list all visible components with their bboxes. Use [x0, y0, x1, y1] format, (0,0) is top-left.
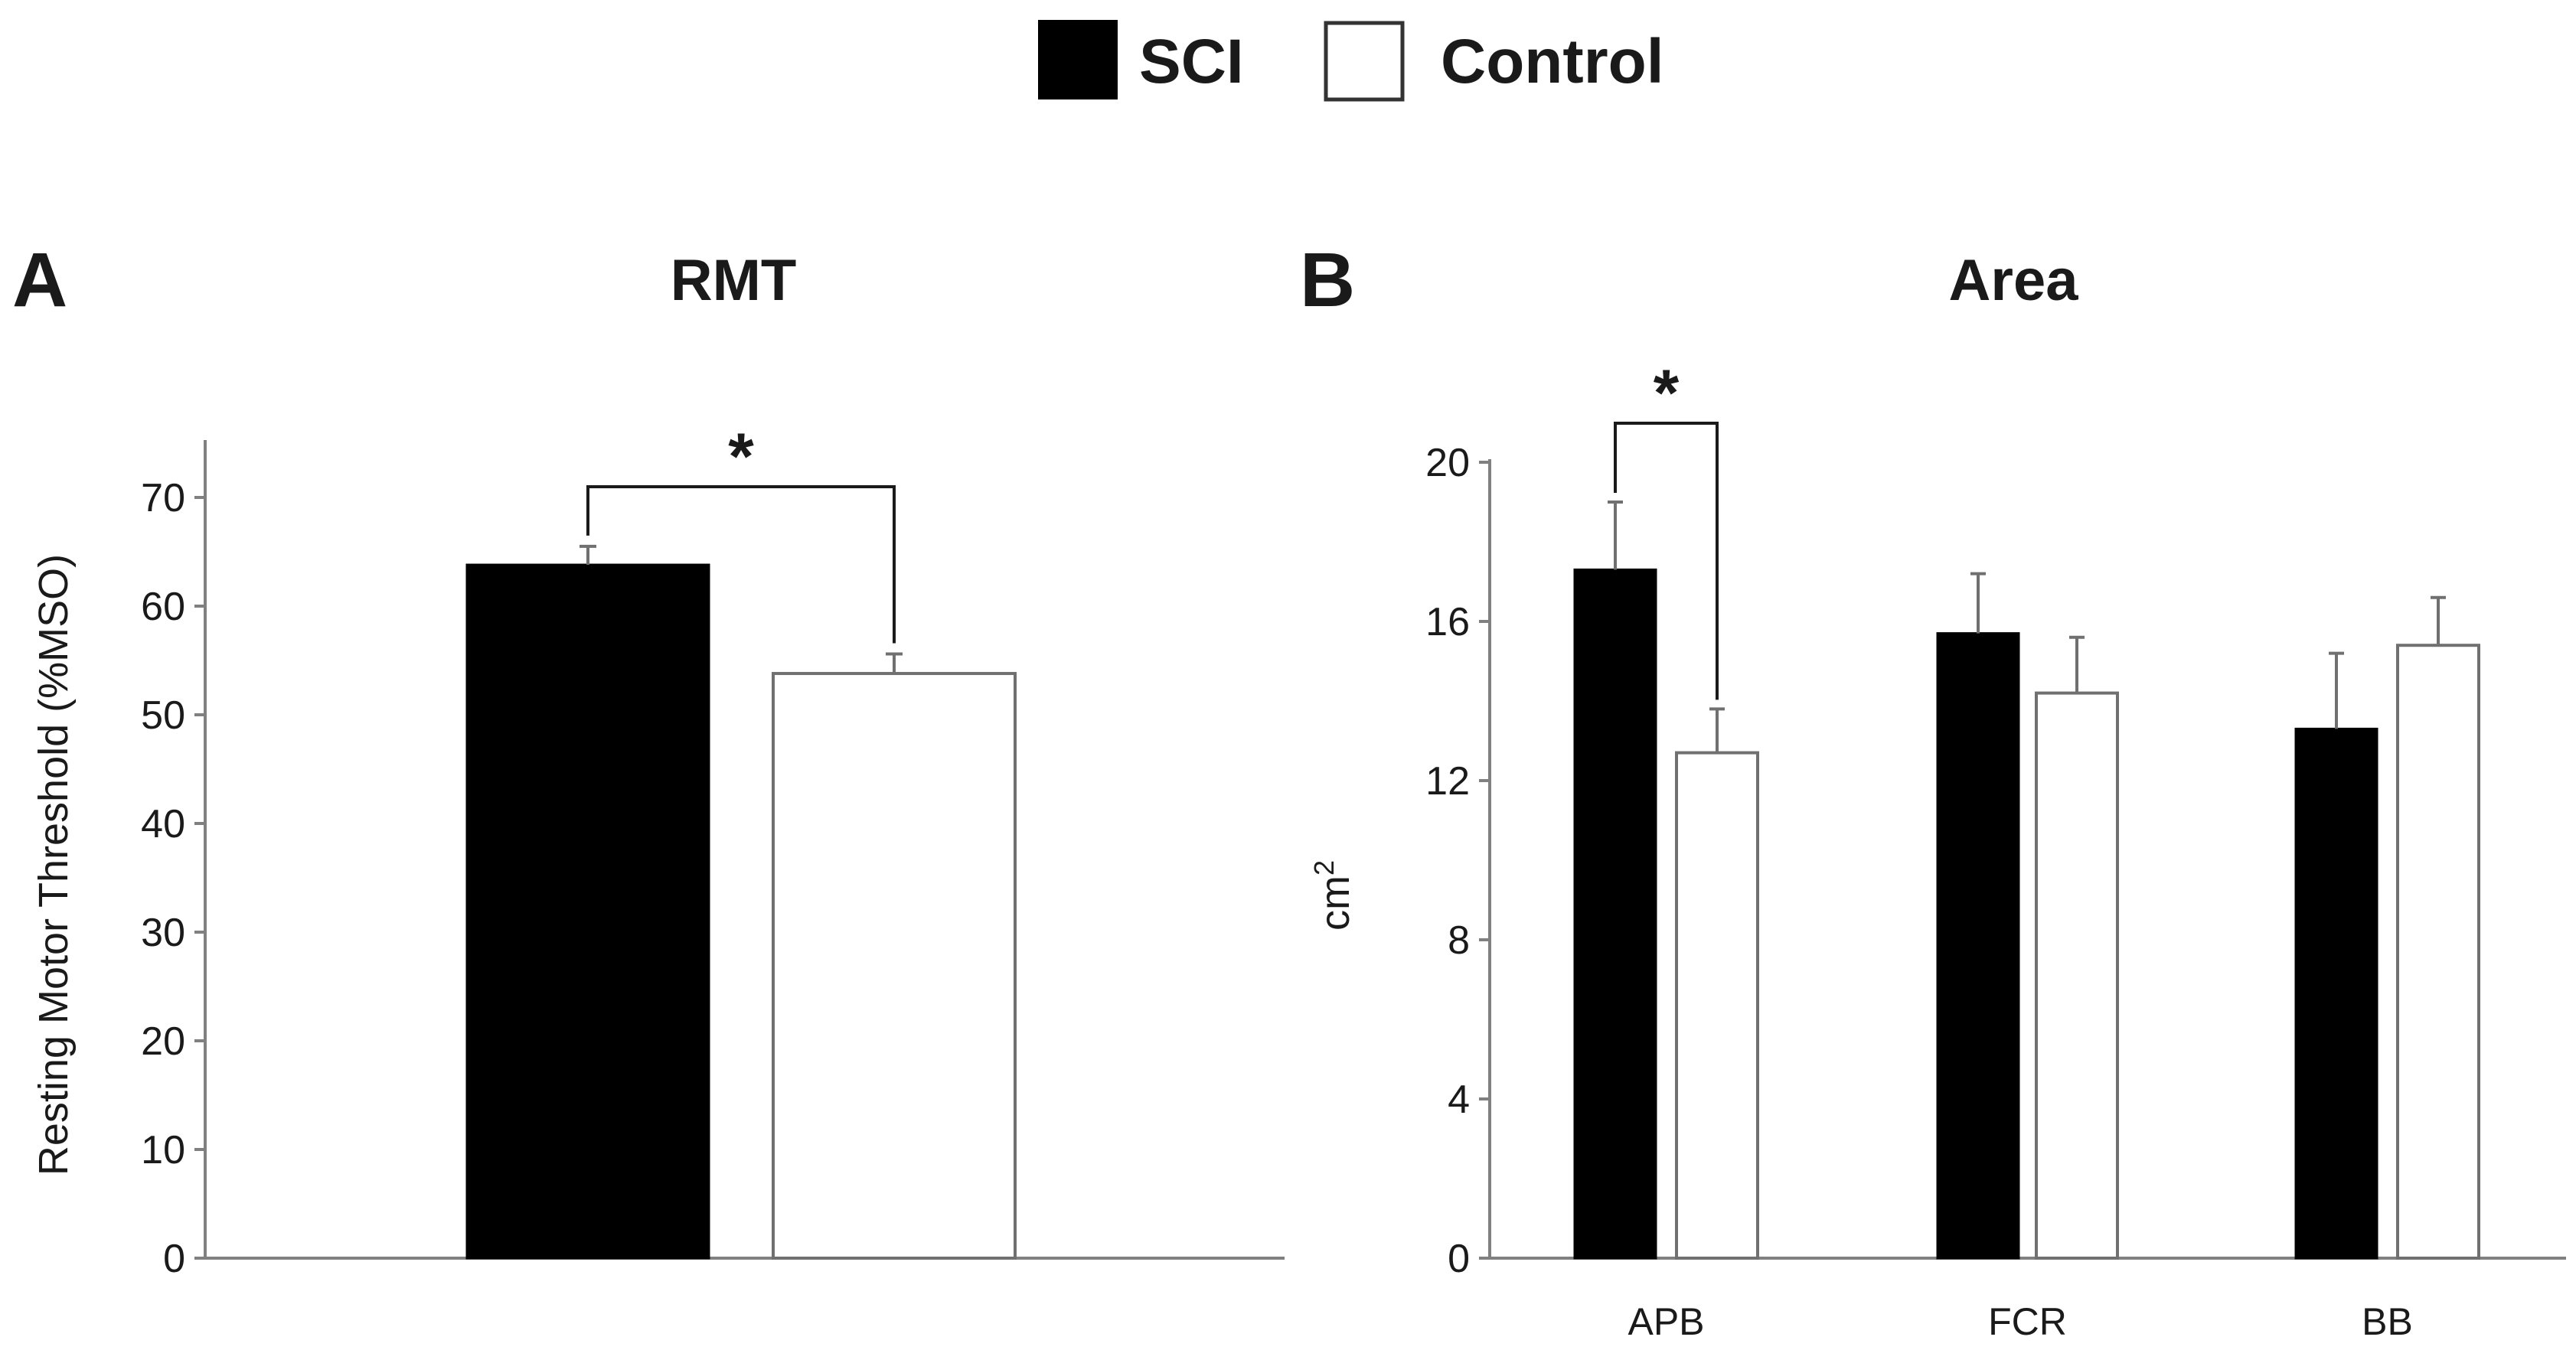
panel-a-plot: 0 10 20 30 40 50 60 70 * — [141, 420, 1285, 1281]
panel-b-y-axis-title-base: cm — [1312, 876, 1358, 931]
panel-a-y-tick-label: 60 — [141, 585, 185, 629]
panel-b-bar-sci-fcr — [1936, 632, 2020, 1260]
panel-b-letter: B — [1300, 237, 1355, 323]
panel-a: A RMT Resting Motor Threshold (%MSO) 0 10… — [12, 237, 1285, 1281]
panel-a-significance-star: * — [728, 420, 754, 494]
panel-b-x-tick-label: APB — [1628, 1300, 1704, 1343]
legend-label-control: Control — [1441, 27, 1663, 96]
legend-swatch-control — [1324, 21, 1405, 102]
panel-b-y-tick-label: 16 — [1425, 600, 1470, 644]
panel-a-y-tick-label: 40 — [141, 802, 185, 846]
panel-a-y-tick-label: 50 — [141, 693, 185, 738]
panel-b-significance-bracket — [1614, 422, 1719, 700]
panel-a-bar-sci — [465, 563, 710, 1260]
panel-b-x-tick-label: FCR — [1988, 1300, 2067, 1343]
panel-a-significance-bracket — [586, 485, 896, 644]
panel-b-y-axis-title: cm2 — [1308, 860, 1359, 931]
legend-label-sci: SCI — [1139, 27, 1244, 96]
panel-b-y-tick-label: 8 — [1448, 918, 1470, 963]
panel-a-title: RMT — [671, 248, 797, 313]
panel-b-x-tick-label: BB — [2362, 1300, 2413, 1343]
panel-a-y-tick-label: 30 — [141, 911, 185, 955]
panel-a-y-tick-label: 20 — [141, 1019, 185, 1064]
panel-b-bar-sci-bb — [2294, 727, 2378, 1260]
panel-b: B Area cm2 0 4 8 12 16 20 APB FCR BB * — [1300, 237, 2566, 1343]
panel-b-plot: 0 4 8 12 16 20 APB FCR BB * — [1425, 357, 2566, 1343]
panel-b-y-tick-label: 12 — [1425, 759, 1470, 804]
panel-a-y-tick-label: 70 — [141, 476, 185, 520]
panel-b-bar-sci-apb — [1573, 568, 1657, 1260]
panel-b-y-tick-label: 4 — [1448, 1078, 1470, 1122]
legend: SCI Control — [1038, 20, 1663, 102]
panel-a-y-axis-title: Resting Motor Threshold (%MSO) — [31, 554, 77, 1176]
panel-b-significance-star: * — [1654, 357, 1680, 430]
panel-b-y-tick-label: 0 — [1448, 1237, 1470, 1281]
panel-a-letter: A — [12, 237, 67, 323]
panel-b-bar-control-bb — [2396, 644, 2480, 1260]
panel-b-y-tick-label: 20 — [1425, 441, 1470, 485]
panel-a-bar-control — [772, 672, 1017, 1260]
panel-a-y-tick-label: 10 — [141, 1128, 185, 1172]
panel-b-bar-control-fcr — [2035, 691, 2119, 1260]
panel-a-y-tick-label: 0 — [163, 1237, 185, 1281]
panel-b-bar-control-apb — [1675, 751, 1759, 1260]
panel-b-y-axis-title-superscript: 2 — [1308, 860, 1340, 876]
panel-b-title: Area — [1949, 248, 2079, 313]
legend-swatch-sci — [1038, 20, 1118, 99]
